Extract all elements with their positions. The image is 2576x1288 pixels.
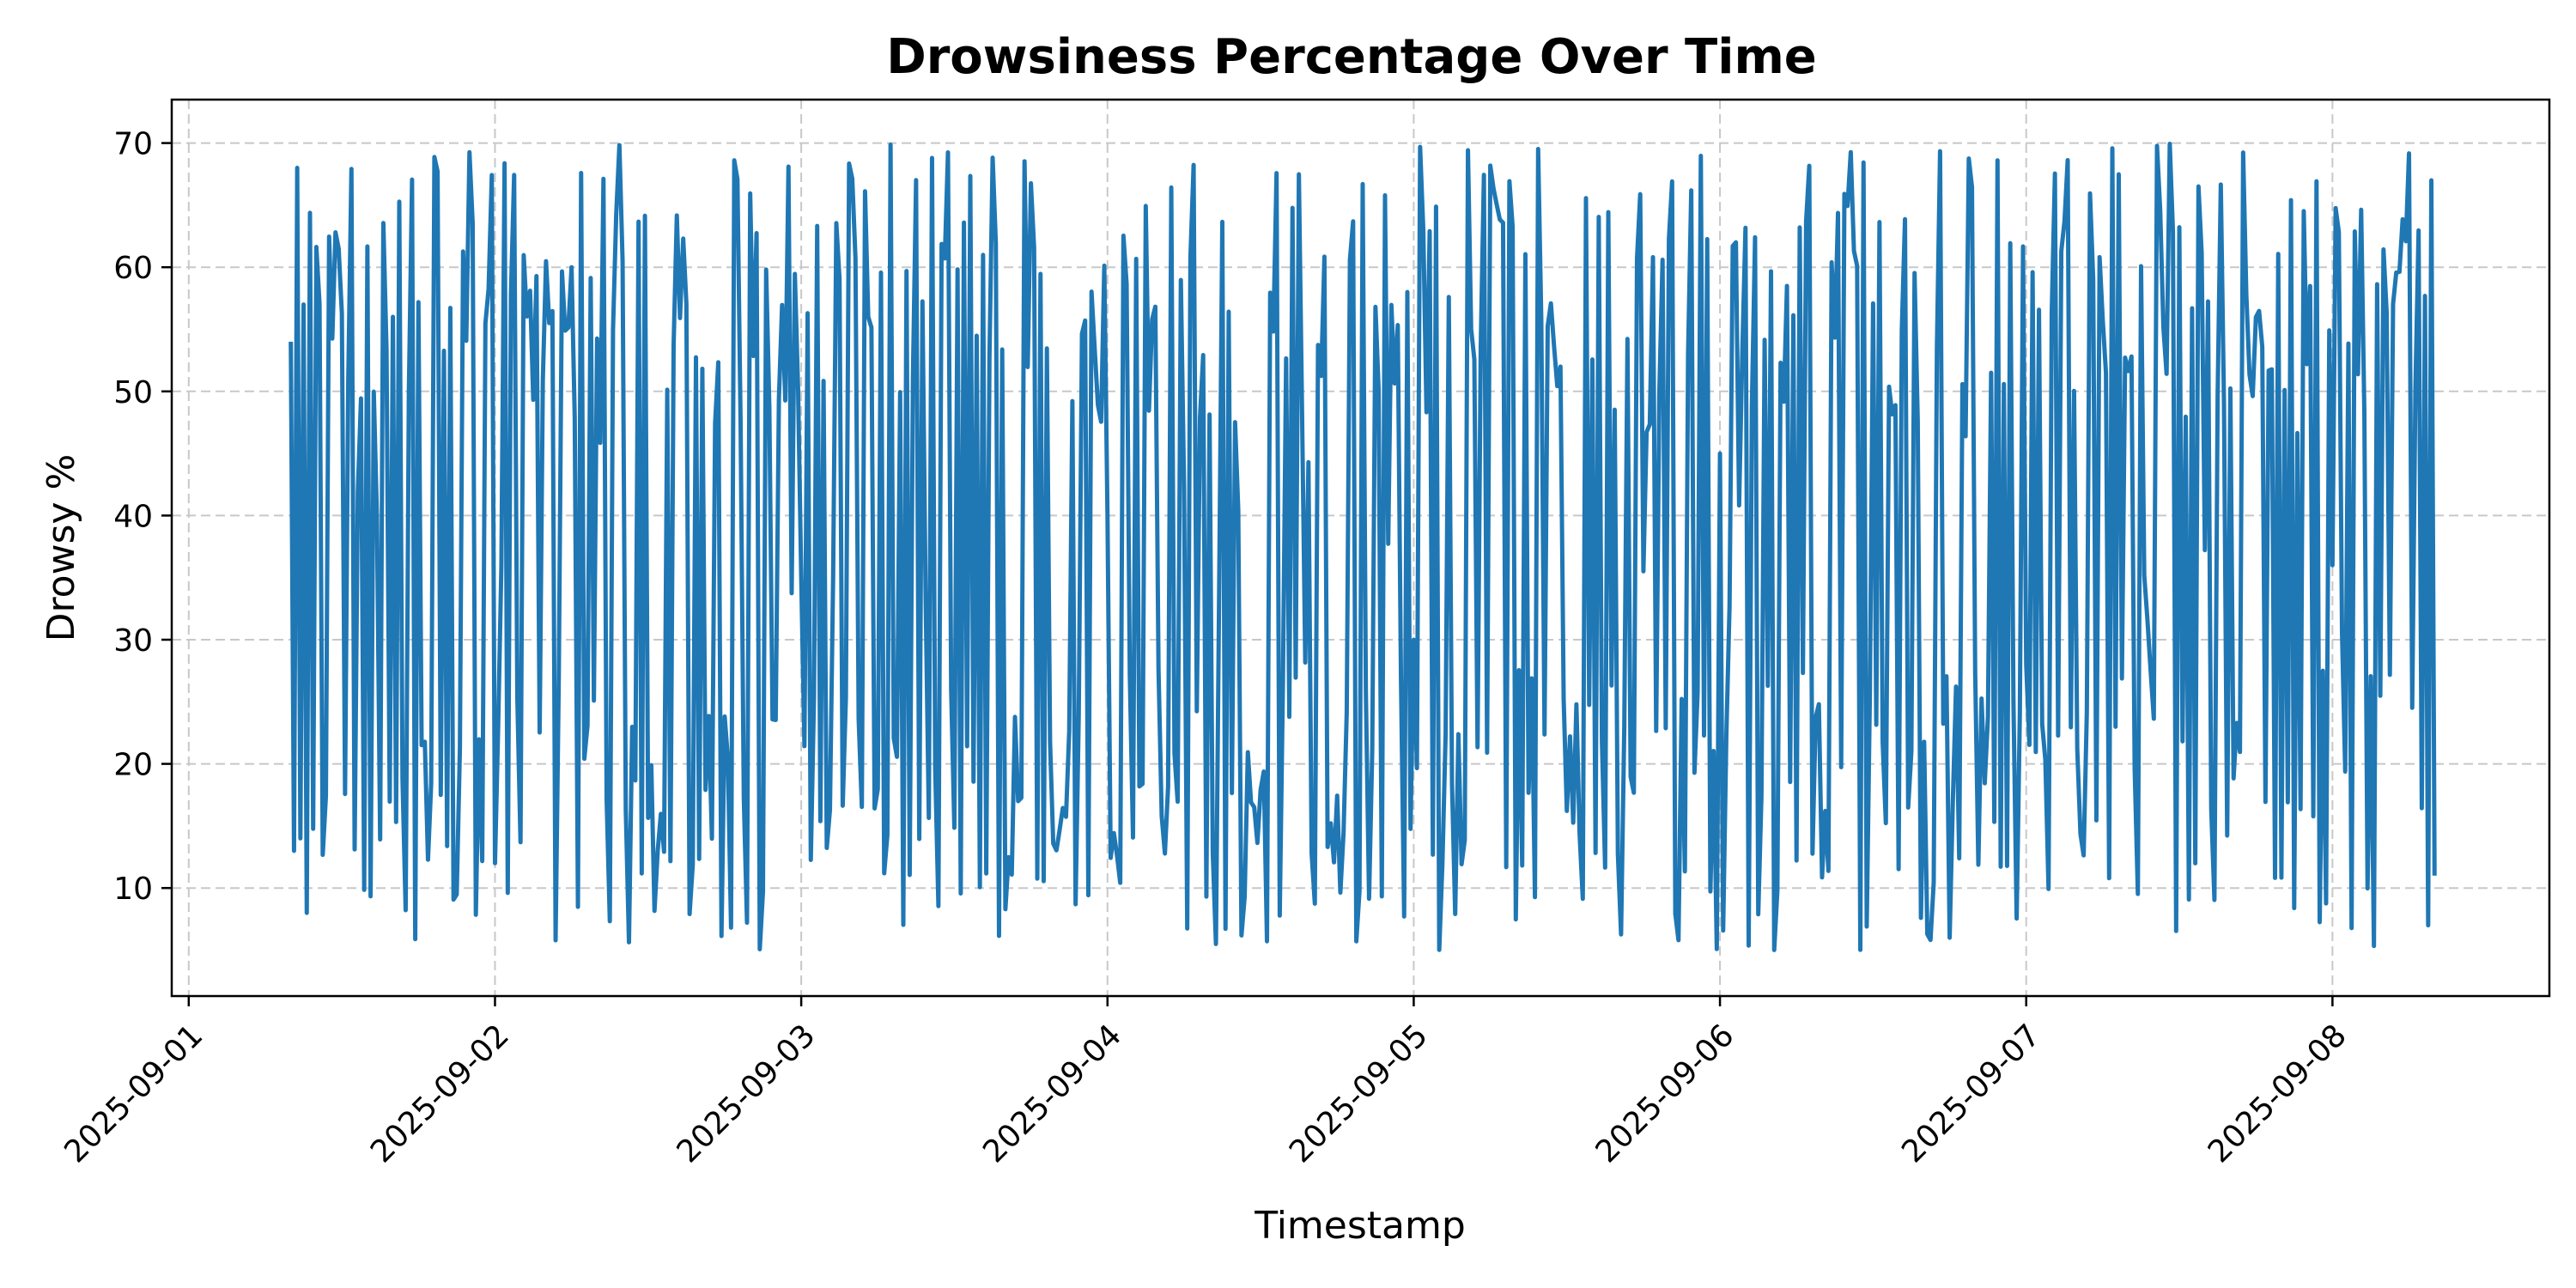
y-tick-label: 60 — [113, 251, 153, 286]
y-tick-label: 40 — [113, 499, 153, 534]
plot-frame — [170, 98, 2551, 998]
series-line — [289, 142, 2437, 952]
y-tick-label: 30 — [113, 623, 153, 659]
y-tick-label: 10 — [113, 872, 153, 907]
x-axis-label: Timestamp — [1254, 1204, 1466, 1248]
y-axis-label: Drowsy % — [39, 454, 83, 642]
y-tick-label: 70 — [113, 127, 153, 162]
chart-title: Drowsiness Percentage Over Time — [886, 29, 1817, 85]
y-tick-label: 50 — [113, 375, 153, 410]
y-axis: 10 20 30 40 50 60 70 — [113, 127, 172, 907]
y-tick-label: 20 — [113, 748, 153, 783]
series-layer — [289, 142, 2437, 952]
